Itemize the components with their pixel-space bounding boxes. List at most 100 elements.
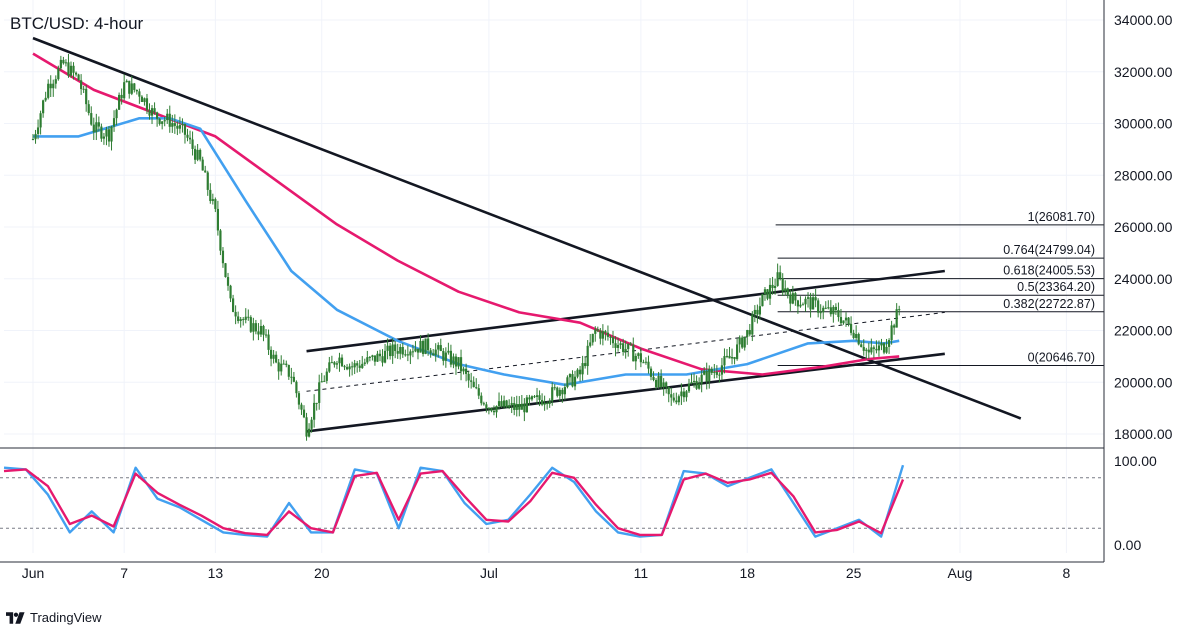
candle-body — [791, 293, 794, 304]
candle-body — [107, 129, 111, 142]
candle-body — [774, 285, 777, 288]
candle-body — [515, 403, 518, 410]
candle-body — [416, 348, 420, 353]
candle-body — [320, 381, 323, 383]
candle-body — [193, 148, 197, 160]
candle-body — [794, 293, 797, 301]
candle-body — [42, 100, 45, 114]
candle-body — [353, 363, 356, 368]
candle-body — [578, 369, 582, 375]
candle-body — [513, 402, 516, 410]
candle-body — [682, 391, 686, 398]
candle-body — [323, 380, 326, 382]
trendline — [306, 352, 945, 433]
candle-body — [520, 403, 523, 410]
candle-body — [629, 343, 632, 345]
candle-body — [518, 403, 521, 410]
trendline — [306, 269, 945, 353]
candle-body — [591, 333, 594, 343]
candle-body — [206, 172, 209, 190]
candle-body — [449, 350, 453, 365]
candle-body — [305, 417, 308, 437]
tradingview-brand[interactable]: TradingView — [6, 610, 102, 625]
candle-body — [115, 109, 118, 119]
candle-body — [763, 289, 767, 295]
candle-body — [685, 391, 688, 398]
date-tick-label: Jul — [480, 565, 498, 581]
candle-body — [718, 374, 721, 376]
candle-body — [394, 344, 397, 352]
date-tick-label: 13 — [208, 565, 224, 581]
candle-body — [801, 304, 805, 306]
candle-body — [611, 337, 615, 344]
candle-body — [439, 345, 442, 351]
candle-body — [80, 80, 83, 90]
candle-body — [837, 310, 840, 318]
candle-body — [221, 250, 225, 264]
candle-body — [414, 348, 417, 352]
candle-body — [695, 380, 698, 389]
candle-body — [698, 383, 701, 389]
candle-body — [97, 122, 100, 127]
fibonacci-retracement: 1(26081.70) 0.764(24799.04) 0.618(24005.53… — [775, 210, 1104, 367]
candle-body — [176, 125, 179, 129]
candle-body — [447, 350, 450, 353]
candle-body — [870, 347, 873, 353]
candle-body — [806, 297, 810, 299]
chart-title: BTC/USD: 4-hour — [10, 14, 144, 33]
date-tick-label: Jun — [22, 565, 45, 581]
candle-body — [477, 388, 480, 396]
candle-body — [191, 139, 194, 149]
candle-body — [548, 401, 551, 404]
price-tick-label: 26000.00 — [1114, 219, 1173, 235]
trendlines-layer — [32, 36, 1022, 433]
candle-body — [92, 124, 95, 133]
candle-body — [715, 371, 718, 375]
price-tick-label: 34000.00 — [1114, 12, 1173, 28]
candle-body — [427, 338, 430, 351]
candle-body — [738, 337, 741, 345]
candle-body — [733, 357, 736, 360]
candle-body — [419, 340, 422, 353]
candle-body — [348, 366, 351, 370]
candle-body — [652, 376, 655, 380]
candle-body — [832, 306, 835, 315]
candle-body — [335, 363, 339, 365]
candle-body — [437, 345, 440, 350]
date-tick-label: 25 — [846, 565, 862, 581]
date-tick-label: 8 — [1062, 565, 1070, 581]
candle-body — [161, 121, 164, 124]
candle-body — [112, 118, 116, 127]
candles-layer — [31, 53, 901, 441]
candle-body — [581, 363, 584, 375]
candle-body — [148, 110, 151, 116]
candle-body — [538, 395, 541, 400]
candle-body — [730, 357, 734, 359]
candle-body — [452, 356, 455, 365]
date-tick-label: 18 — [739, 565, 755, 581]
price-tick-label: 24000.00 — [1114, 271, 1173, 287]
candle-body — [262, 325, 265, 335]
candle-body — [297, 393, 301, 405]
candle-body — [300, 404, 303, 410]
brand-name: TradingView — [30, 610, 102, 625]
candle-body — [282, 363, 285, 365]
candle-body — [811, 297, 815, 310]
candle-body — [87, 104, 90, 114]
candle-body — [852, 332, 855, 338]
candle-body — [857, 334, 860, 345]
candle-body — [82, 88, 85, 90]
candle-body — [779, 272, 782, 279]
candle-body — [713, 371, 716, 373]
candle-body — [171, 123, 174, 127]
candle-body — [639, 353, 642, 363]
stoch-tick-label: 100.00 — [1114, 453, 1157, 469]
candle-body — [47, 83, 50, 98]
candle-body — [860, 344, 863, 347]
candle-body — [561, 389, 564, 395]
candle-body — [378, 353, 382, 357]
candle-body — [123, 82, 126, 99]
fib-level-label: 0.618(24005.53) — [1003, 264, 1095, 278]
tradingview-logo-icon — [6, 611, 25, 624]
